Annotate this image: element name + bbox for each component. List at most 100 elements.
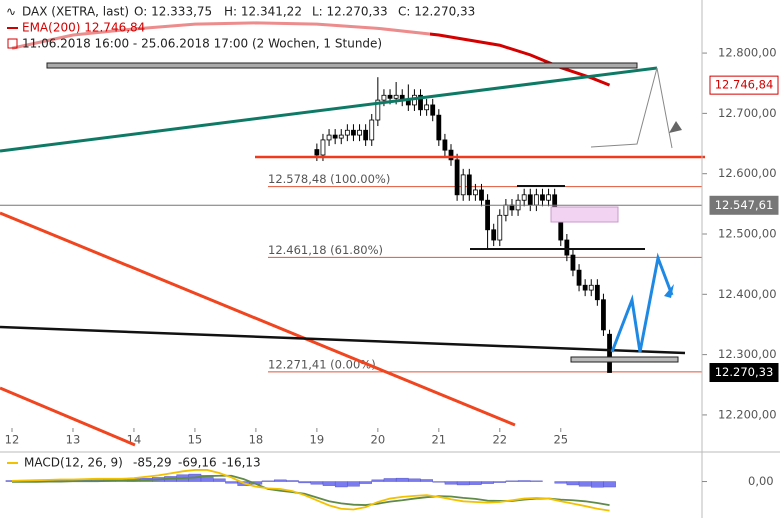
candle-body bbox=[363, 129, 369, 141]
histogram-bar bbox=[530, 480, 543, 482]
macd-line bbox=[11, 469, 610, 512]
candle-body bbox=[533, 194, 539, 206]
candle-body bbox=[381, 94, 387, 101]
header-bg bbox=[0, 0, 430, 52]
arrow-head bbox=[664, 284, 674, 298]
histogram-bar bbox=[347, 481, 360, 487]
candle-body bbox=[540, 194, 545, 201]
candle-body bbox=[570, 254, 576, 271]
histogram-bar bbox=[517, 480, 531, 482]
price-badge bbox=[709, 363, 779, 383]
fib-label: 12.461,18 (61.80%) bbox=[268, 243, 383, 257]
histogram-bar bbox=[213, 478, 226, 482]
candle-body bbox=[344, 129, 350, 136]
trend-line bbox=[0, 66, 658, 153]
histogram-bar bbox=[261, 480, 275, 482]
candle-body bbox=[351, 129, 356, 136]
projection bbox=[590, 67, 673, 149]
ohlc-open: O: 12.333,75 bbox=[134, 5, 212, 19]
candle-body bbox=[466, 174, 472, 196]
symbol: DAX (XETRA, last) bbox=[22, 5, 129, 19]
candle-body bbox=[436, 114, 442, 141]
candle-body bbox=[430, 104, 436, 116]
y-tick-label: 12.700,00 bbox=[718, 106, 777, 120]
histogram-bar bbox=[359, 481, 372, 484]
ema-legend: EMA(200) 12.746,84 bbox=[22, 21, 145, 35]
candle-body bbox=[314, 149, 320, 156]
candle-body bbox=[485, 199, 490, 231]
candle-body bbox=[588, 284, 594, 291]
macd-value: -85,29 bbox=[133, 456, 172, 470]
macd-panel: 0,00 bbox=[5, 469, 774, 512]
candle-body bbox=[601, 299, 606, 331]
arrow-head bbox=[669, 121, 682, 133]
price-badge bbox=[709, 75, 779, 95]
y-tick-label: 12.300,00 bbox=[718, 347, 777, 361]
candle-body bbox=[369, 119, 375, 141]
x-tick-label: 13 bbox=[66, 433, 81, 447]
candle-body bbox=[320, 139, 326, 156]
header: ∿ DAX (XETRA, last) O: 12.333,75 H: 12.3… bbox=[0, 0, 475, 52]
resistance-box bbox=[46, 62, 638, 69]
candle-body bbox=[442, 139, 448, 151]
price-badge bbox=[709, 195, 779, 215]
fib-label: 12.271,41 (0.00%) bbox=[268, 357, 376, 371]
ohlc-high: H: 12.341,22 bbox=[224, 5, 302, 19]
x-tick-label: 25 bbox=[553, 433, 568, 447]
histogram-bar bbox=[444, 481, 458, 485]
range: 11.06.2018 16:00 - 25.06.2018 17:00 (2 W… bbox=[22, 37, 382, 51]
x-tick-label: 21 bbox=[431, 433, 446, 447]
histogram-bar bbox=[469, 481, 482, 485]
zone bbox=[550, 206, 619, 223]
candle-body bbox=[387, 94, 393, 99]
y-tick-label: 0,00 bbox=[748, 474, 774, 488]
candle-body bbox=[503, 204, 509, 216]
price-badge-label: 12.746,84 bbox=[715, 78, 774, 92]
candle-body bbox=[454, 159, 460, 196]
candle-body bbox=[332, 134, 338, 139]
x-tick-label: 18 bbox=[249, 433, 264, 447]
drawings bbox=[0, 62, 705, 447]
histogram-bar bbox=[334, 481, 348, 488]
trend-line bbox=[0, 325, 686, 355]
candle-body bbox=[491, 229, 497, 241]
histogram-bar bbox=[322, 481, 336, 486]
histogram-bar bbox=[420, 479, 433, 482]
histogram-bar bbox=[578, 481, 592, 487]
histogram-bar bbox=[310, 481, 324, 485]
calendar-icon bbox=[7, 38, 18, 49]
histogram-bar bbox=[383, 478, 397, 482]
x-tick-label: 20 bbox=[371, 433, 386, 447]
histogram-bar bbox=[286, 480, 299, 482]
histogram-bar bbox=[395, 477, 409, 482]
histogram-value: -16,13 bbox=[222, 456, 261, 470]
price-badge-label: 12.547,61 bbox=[715, 198, 774, 212]
channel-line bbox=[0, 386, 136, 447]
histogram-bar bbox=[505, 480, 519, 482]
histogram-bar bbox=[408, 478, 421, 482]
y-tick-label: 12.400,00 bbox=[718, 287, 777, 301]
candle-body bbox=[576, 269, 582, 286]
candle-body bbox=[424, 104, 430, 111]
ohlc-close: C: 12.270,33 bbox=[398, 5, 475, 19]
histogram-bar bbox=[432, 481, 446, 483]
candle-body bbox=[479, 189, 484, 201]
icon: ∿ bbox=[6, 5, 16, 19]
candle-body bbox=[472, 189, 478, 196]
histogram-bar bbox=[481, 481, 494, 484]
histogram-bar bbox=[554, 481, 568, 484]
candle-body bbox=[460, 174, 466, 196]
candle-body bbox=[357, 129, 362, 136]
candle-body bbox=[497, 214, 503, 241]
y-tick-label: 12.600,00 bbox=[718, 166, 777, 180]
signal-value: -69,16 bbox=[178, 456, 217, 470]
histogram-bar bbox=[273, 479, 287, 482]
histogram-bar bbox=[493, 481, 507, 483]
y-tick-label: 12.800,00 bbox=[718, 46, 777, 60]
histogram-bar bbox=[456, 481, 470, 486]
channel-line bbox=[0, 211, 516, 427]
histogram-bar bbox=[566, 481, 580, 486]
candle-body bbox=[546, 194, 551, 201]
y-tick-label: 12.200,00 bbox=[718, 407, 777, 421]
